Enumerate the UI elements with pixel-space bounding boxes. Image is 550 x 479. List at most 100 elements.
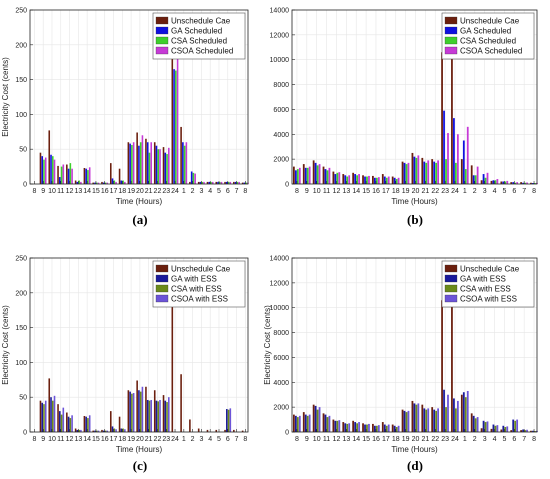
bar-unscheduled-7 — [520, 430, 522, 432]
bar-unscheduled-8 — [241, 430, 244, 432]
legend-box — [152, 260, 246, 308]
bar-csa-10 — [51, 156, 54, 184]
bar-csoa_ess-16 — [106, 430, 109, 432]
bar-ga-8 — [294, 170, 297, 184]
bar-unscheduled-15 — [362, 423, 364, 432]
x-tick-label: 18 — [392, 188, 400, 195]
bar-csa_ess-17 — [385, 425, 388, 432]
x-tick-label: 11 — [323, 188, 330, 195]
x-tick-label: 3 — [483, 436, 487, 443]
panel-caption: (d) — [407, 458, 423, 473]
bar-ga_ess-6 — [512, 419, 515, 432]
bar-csoa-2 — [476, 166, 479, 184]
x-tick-label: 1 — [463, 188, 467, 195]
bar-csoa-18 — [397, 177, 400, 184]
bar-unscheduled-9 — [302, 412, 305, 432]
bar-ga-15 — [364, 176, 366, 184]
x-tick-label: 17 — [110, 188, 118, 195]
x-tick-label: 16 — [101, 436, 109, 443]
bar-csoa-20 — [141, 135, 144, 184]
bar-ga-22 — [433, 161, 436, 184]
bar-unscheduled-4 — [206, 181, 209, 184]
x-tick-label: 1 — [182, 436, 186, 443]
x-tick-label: 17 — [382, 436, 390, 443]
x-tick-label: 6 — [226, 436, 230, 443]
bar-csoa_ess-19 — [407, 410, 410, 432]
legend-swatch — [155, 16, 169, 25]
bar-csoa-12 — [338, 172, 341, 184]
y-tick-label: 2000 — [273, 405, 289, 412]
legend-label: Unschedule Cae — [171, 17, 231, 26]
bar-ga-8 — [243, 182, 246, 184]
bar-csoa_ess-17 — [387, 424, 390, 432]
bar-csoa-11 — [328, 167, 331, 184]
bar-csa-13 — [346, 176, 349, 184]
bar-csa-17 — [385, 177, 388, 184]
x-tick-label: 19 — [402, 188, 410, 195]
bar-csa-5 — [504, 181, 507, 184]
bar-csoa_ess-16 — [377, 425, 380, 432]
bar-csa-24 — [455, 162, 457, 184]
x-tick-label: 8 — [243, 188, 247, 195]
bar-unscheduled-10 — [312, 160, 315, 184]
bar-unscheduled-12 — [332, 419, 335, 432]
bar-ga-18 — [393, 177, 396, 184]
x-tick-label: 16 — [372, 436, 380, 443]
bar-csa-7 — [236, 181, 239, 184]
bar-unscheduled-10 — [48, 130, 51, 184]
bar-unscheduled-13 — [342, 422, 345, 432]
bar-unscheduled-18 — [391, 176, 394, 184]
bar-csa_ess-14 — [356, 423, 358, 432]
bar-ga-2 — [190, 171, 193, 184]
bar-unscheduled-17 — [109, 411, 112, 432]
x-tick-label: 7 — [235, 436, 239, 443]
bar-unscheduled-22 — [431, 159, 434, 184]
bar-csoa_ess-9 — [308, 414, 311, 432]
bar-csoa_ess-23 — [168, 397, 170, 432]
legend-box — [152, 12, 246, 60]
bar-ga_ess-8 — [294, 415, 297, 432]
y-tick-label: 0 — [23, 430, 27, 437]
x-tick-label: 20 — [412, 188, 420, 195]
x-tick-label: 8 — [243, 436, 247, 443]
bar-csoa-21 — [427, 160, 430, 184]
y-axis-label: Electricity Cost (cents) — [263, 305, 272, 385]
panel-caption: (a) — [132, 212, 147, 227]
bar-ga_ess-16 — [102, 430, 105, 432]
x-tick-label: 22 — [431, 436, 439, 443]
y-tick-label: 100 — [15, 360, 27, 367]
bar-unscheduled-21 — [421, 157, 424, 184]
bar-unscheduled-11 — [322, 413, 325, 432]
bar-unscheduled-24 — [171, 287, 174, 432]
bar-ga-3 — [199, 181, 202, 184]
bar-csoa-7 — [526, 182, 528, 184]
bar-csoa_ess-2 — [476, 417, 479, 432]
y-tick-label: 200 — [15, 290, 27, 297]
x-tick-label: 24 — [451, 188, 459, 195]
x-tick-label: 23 — [441, 436, 449, 443]
bar-csoa_ess-10 — [53, 395, 56, 432]
y-tick-label: 0 — [285, 182, 289, 189]
bar-unscheduled-14 — [83, 167, 86, 184]
y-tick-label: 150 — [15, 77, 27, 84]
bar-csa_ess-20 — [139, 391, 142, 432]
legend-label: Unschedule Cae — [460, 265, 520, 274]
bar-unscheduled-20 — [411, 152, 414, 184]
bar-csa_ess-8 — [296, 417, 299, 432]
bar-csa_ess-6 — [514, 420, 517, 432]
bar-csoa-14 — [88, 167, 91, 184]
bar-csoa-10 — [53, 159, 56, 184]
bar-ga-17 — [383, 176, 386, 184]
y-tick-label: 100 — [15, 112, 27, 119]
panel-caption: (c) — [133, 458, 147, 473]
legend-swatch — [155, 294, 169, 303]
bar-ga-7 — [234, 181, 237, 184]
x-tick-label: 12 — [333, 436, 341, 443]
bar-ga_ess-5 — [502, 425, 505, 432]
bar-unscheduled-18 — [118, 416, 121, 432]
bar-csa-2 — [192, 172, 195, 184]
legend-swatch — [155, 284, 169, 293]
bar-csa_ess-14 — [87, 418, 89, 432]
x-tick-label: 20 — [412, 436, 420, 443]
